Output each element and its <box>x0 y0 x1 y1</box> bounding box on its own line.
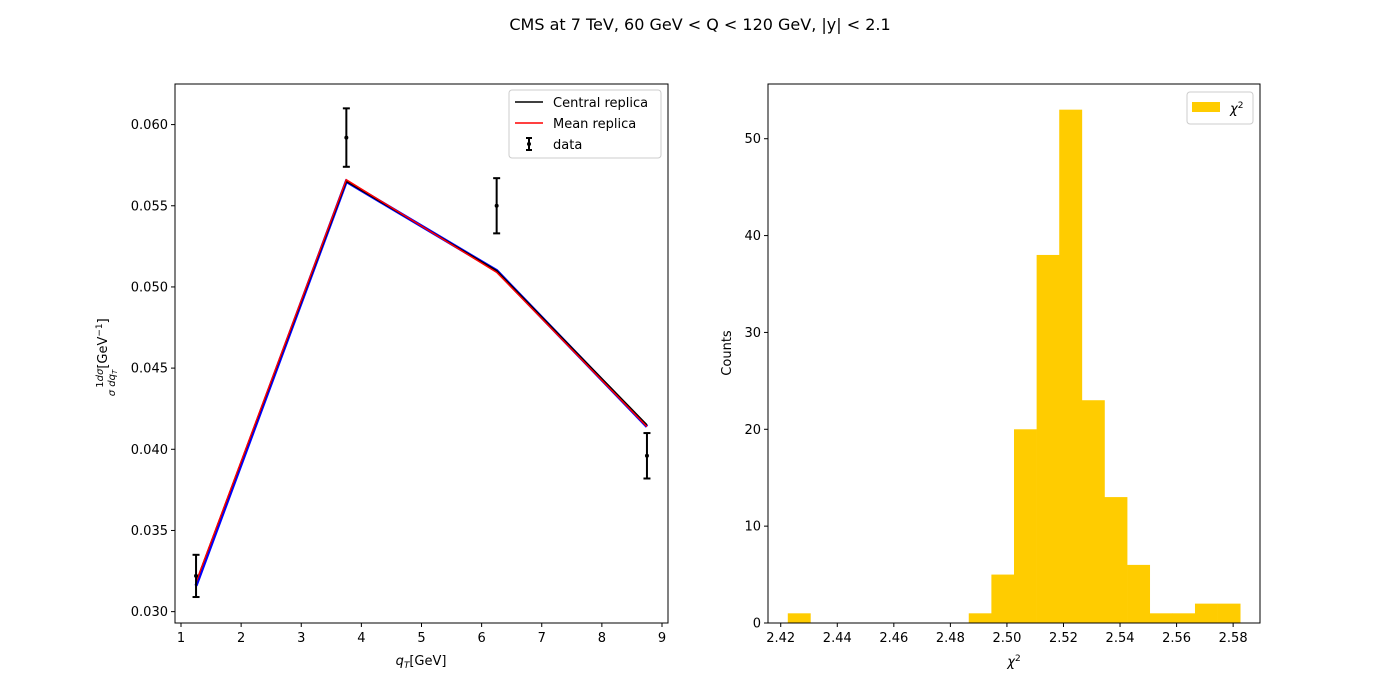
y-tick-label: 20 <box>744 423 761 438</box>
histogram-bar <box>1172 613 1196 623</box>
data-point <box>643 432 651 480</box>
legend-label-central: Central replica <box>553 96 648 111</box>
x-tick-label: 2.50 <box>992 631 1021 646</box>
histogram-bar <box>1036 254 1060 623</box>
x-tick-label: 6 <box>477 631 485 646</box>
figure-title: CMS at 7 TeV, 60 GeV < Q < 120 GeV, |y| … <box>509 15 890 34</box>
right-plot: 2.42 2.44 2.46 2.48 2.50 2.52 2.54 2.56 2.58 0 10 2… <box>720 83 1261 670</box>
legend-swatch-chi2 <box>1192 102 1220 112</box>
histogram-bar <box>1149 613 1173 623</box>
y-tick-label: 0.035 <box>131 524 168 539</box>
histogram-bar <box>1104 497 1128 623</box>
legend-label-chi2: χ2 <box>1229 101 1243 117</box>
x-tick-label: 2.54 <box>1106 631 1135 646</box>
histogram-bar <box>1217 603 1241 623</box>
x-tick-label: 2 <box>237 631 245 646</box>
y-tick-label: 0.030 <box>131 605 168 620</box>
histogram-bar <box>787 613 811 623</box>
legend-swatch-data <box>526 137 532 151</box>
x-tick-label: 2.44 <box>823 631 852 646</box>
y-tick-label: 10 <box>744 520 761 535</box>
svg-text:σ dqT: σ dqT <box>107 369 119 396</box>
left-y-axis-label: 1dσ[GeV−1] σ dqT <box>95 318 119 396</box>
legend-label-data: data <box>553 138 582 153</box>
right-y-axis-label: Counts <box>720 330 735 376</box>
x-tick-label: 2.46 <box>879 631 908 646</box>
y-tick-label: 0.060 <box>131 118 168 133</box>
left-legend: Central replica Mean replica data <box>508 89 662 159</box>
series-line-mean-replica <box>195 178 648 583</box>
data-point <box>342 107 350 168</box>
right-legend: χ2 <box>1186 91 1254 125</box>
right-x-axis-label: χ2 <box>1006 654 1020 670</box>
x-tick-label: 5 <box>417 631 425 646</box>
x-tick-label: 1 <box>177 631 185 646</box>
y-tick-label: 0.045 <box>131 362 168 377</box>
left-plot-area <box>175 84 668 623</box>
x-tick-label: 2.56 <box>1162 631 1191 646</box>
left-x-axis-label: qT[GeV] <box>396 654 447 671</box>
x-tick-label: 8 <box>598 631 606 646</box>
y-tick-label: 0.050 <box>131 280 168 295</box>
histogram-bar <box>1127 564 1151 623</box>
histogram-bar <box>1081 400 1105 623</box>
right-plot-frame <box>767 83 1261 624</box>
x-tick-label: 2.42 <box>766 631 795 646</box>
x-tick-label: 3 <box>297 631 305 646</box>
x-tick-label: 2.58 <box>1219 631 1248 646</box>
x-tick-label: 2.52 <box>1049 631 1078 646</box>
svg-text:1dσ[GeV−1]: 1dσ[GeV−1] <box>95 318 111 387</box>
x-tick-label: 4 <box>357 631 365 646</box>
data-point <box>192 553 200 599</box>
y-tick-label: 40 <box>744 229 761 244</box>
left-plot: 1 2 3 4 5 6 7 8 9 0.030 0.035 0.040 0.045 0.050 0.055 0… <box>95 83 669 671</box>
y-tick-label: 30 <box>744 326 761 341</box>
y-tick-label: 50 <box>744 132 761 147</box>
x-tick-label: 2.48 <box>936 631 965 646</box>
histogram-bar <box>1059 109 1083 624</box>
y-tick-label: 0 <box>753 617 761 632</box>
histogram-bar <box>968 613 992 623</box>
legend-label-mean: Mean replica <box>553 117 636 132</box>
y-tick-label: 0.055 <box>131 199 168 214</box>
x-tick-label: 7 <box>538 631 546 646</box>
histogram-bar <box>991 574 1015 623</box>
histogram-bar <box>1194 603 1218 623</box>
y-tick-label: 0.040 <box>131 443 168 458</box>
x-tick-label: 9 <box>658 631 666 646</box>
histogram-bar <box>1014 429 1037 623</box>
data-point <box>493 177 501 235</box>
